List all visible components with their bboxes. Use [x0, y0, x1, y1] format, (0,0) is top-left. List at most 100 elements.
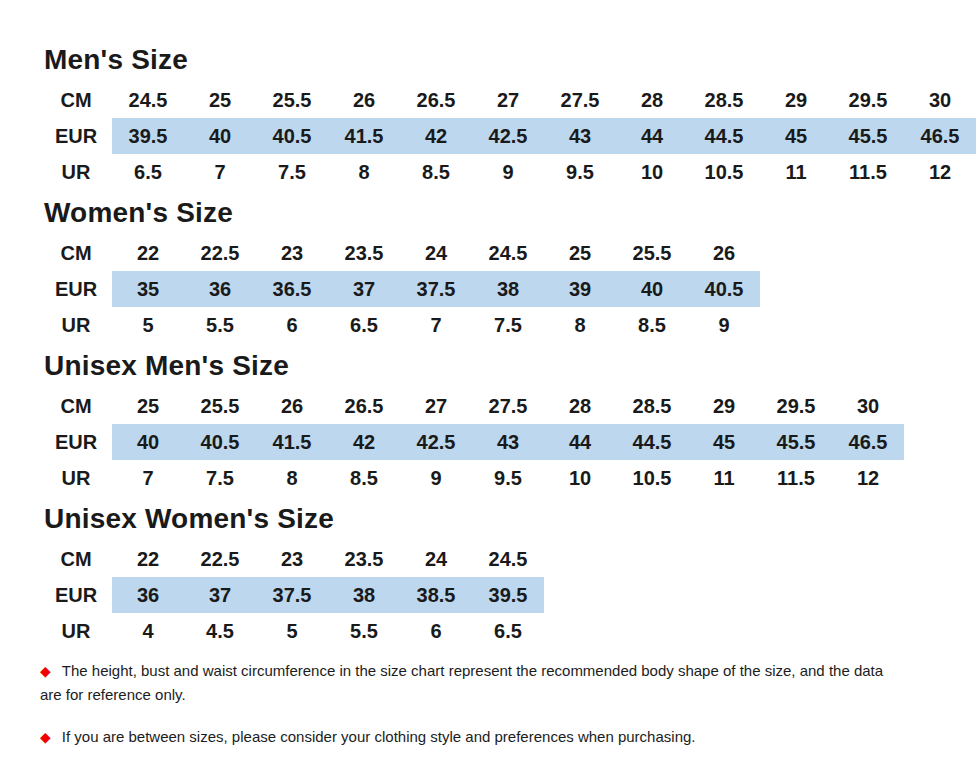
size-cell: 7.5 — [256, 154, 328, 190]
size-cell: 8 — [544, 307, 616, 343]
size-cell: 5 — [112, 307, 184, 343]
size-cell: 8.5 — [328, 460, 400, 496]
size-cell: 27.5 — [544, 82, 616, 118]
size-cell: 44.5 — [688, 118, 760, 154]
eur-highlight-band: 363737.53838.539.5 — [112, 577, 544, 613]
size-cell: 24 — [400, 541, 472, 577]
size-cell: 5 — [256, 613, 328, 649]
size-cell: 27 — [400, 388, 472, 424]
size-cell: 11.5 — [832, 154, 904, 190]
size-cell: 45 — [688, 424, 760, 460]
size-cell: 43 — [472, 424, 544, 460]
size-cell: 24.5 — [472, 235, 544, 271]
size-section: Women's SizeCM2222.52323.52424.52525.526… — [0, 190, 976, 343]
size-cell: 8 — [328, 154, 400, 190]
size-cell: 10 — [544, 460, 616, 496]
size-cell: 12 — [904, 154, 976, 190]
size-cell: 29 — [760, 82, 832, 118]
cell-band: 55.566.577.588.59 — [112, 307, 760, 343]
cell-band: 6.577.588.599.51010.51111.512 — [112, 154, 976, 190]
table-row: EUR39.54040.541.54242.5434444.54545.546.… — [40, 118, 976, 154]
size-cell: 37 — [328, 271, 400, 307]
cell-band: 2222.52323.52424.5 — [112, 541, 544, 577]
size-cell: 5.5 — [184, 307, 256, 343]
size-cell: 24.5 — [472, 541, 544, 577]
eur-highlight-band: 4040.541.54242.5434444.54545.546.5 — [112, 424, 904, 460]
row-header: CM — [40, 82, 112, 118]
size-cell: 36 — [184, 271, 256, 307]
table-row: CM2525.52626.52727.52828.52929.530 — [40, 388, 976, 424]
size-cell: 11 — [760, 154, 832, 190]
size-cell: 44 — [544, 424, 616, 460]
size-cell: 45 — [760, 118, 832, 154]
size-cell: 39.5 — [472, 577, 544, 613]
size-cell: 24.5 — [112, 82, 184, 118]
size-cell: 10 — [616, 154, 688, 190]
table-row: UR44.555.566.5 — [40, 613, 976, 649]
section-title: Unisex Women's Size — [0, 496, 976, 541]
size-cell: 26 — [688, 235, 760, 271]
table-row: UR77.588.599.51010.51111.512 — [40, 460, 976, 496]
size-cell: 9 — [688, 307, 760, 343]
size-cell: 42 — [328, 424, 400, 460]
size-cell: 6.5 — [112, 154, 184, 190]
size-cell: 22 — [112, 541, 184, 577]
size-cell: 23.5 — [328, 541, 400, 577]
size-cell: 9 — [400, 460, 472, 496]
size-cell: 41.5 — [256, 424, 328, 460]
size-cell: 4.5 — [184, 613, 256, 649]
row-header: CM — [40, 541, 112, 577]
cell-band: 2222.52323.52424.52525.526 — [112, 235, 760, 271]
size-cell: 11.5 — [760, 460, 832, 496]
size-cell: 30 — [904, 82, 976, 118]
size-cell: 12 — [832, 460, 904, 496]
size-cell: 8.5 — [616, 307, 688, 343]
size-cell: 25 — [112, 388, 184, 424]
section-title: Men's Size — [0, 37, 976, 82]
size-cell: 24 — [400, 235, 472, 271]
size-section: Unisex Men's SizeCM2525.52626.52727.5282… — [0, 343, 976, 496]
size-cell: 27.5 — [472, 388, 544, 424]
table-row: EUR363737.53838.539.5 — [40, 577, 976, 613]
note-reference-only: ◆The height, bust and waist circumferenc… — [40, 659, 892, 706]
table-row: UR6.577.588.599.51010.51111.512 — [40, 154, 976, 190]
table-row: CM2222.52323.52424.52525.526 — [40, 235, 976, 271]
size-cell: 30 — [832, 388, 904, 424]
notes: ◆The height, bust and waist circumferenc… — [40, 659, 892, 749]
size-cell: 44.5 — [616, 424, 688, 460]
size-cell: 28 — [616, 82, 688, 118]
size-cell: 40.5 — [688, 271, 760, 307]
note-between-sizes: ◆If you are between sizes, please consid… — [40, 725, 892, 749]
table-row: EUR4040.541.54242.5434444.54545.546.5 — [40, 424, 976, 460]
size-cell: 38.5 — [400, 577, 472, 613]
size-section: Unisex Women's SizeCM2222.52323.52424.5E… — [0, 496, 976, 649]
row-header: EUR — [40, 577, 112, 613]
size-cell: 29 — [688, 388, 760, 424]
size-cell: 39.5 — [112, 118, 184, 154]
size-cell: 46.5 — [832, 424, 904, 460]
size-cell: 26 — [256, 388, 328, 424]
size-cell: 39 — [544, 271, 616, 307]
size-cell: 36.5 — [256, 271, 328, 307]
section-title: Women's Size — [0, 190, 976, 235]
size-cell: 40.5 — [256, 118, 328, 154]
size-cell: 10.5 — [616, 460, 688, 496]
size-cell: 7.5 — [184, 460, 256, 496]
size-cell: 7 — [112, 460, 184, 496]
size-cell: 29.5 — [760, 388, 832, 424]
row-header: EUR — [40, 271, 112, 307]
row-header: UR — [40, 460, 112, 496]
size-section: Men's SizeCM24.52525.52626.52727.52828.5… — [0, 37, 976, 190]
size-cell: 29.5 — [832, 82, 904, 118]
size-cell: 26 — [328, 82, 400, 118]
cell-band: 2525.52626.52727.52828.52929.530 — [112, 388, 904, 424]
row-header: CM — [40, 235, 112, 271]
section-title: Unisex Men's Size — [0, 343, 976, 388]
size-cell: 5.5 — [328, 613, 400, 649]
size-cell: 42 — [400, 118, 472, 154]
row-header: UR — [40, 307, 112, 343]
table-row: CM2222.52323.52424.5 — [40, 541, 976, 577]
size-cell: 9.5 — [544, 154, 616, 190]
row-header: UR — [40, 154, 112, 190]
size-cell: 45.5 — [832, 118, 904, 154]
